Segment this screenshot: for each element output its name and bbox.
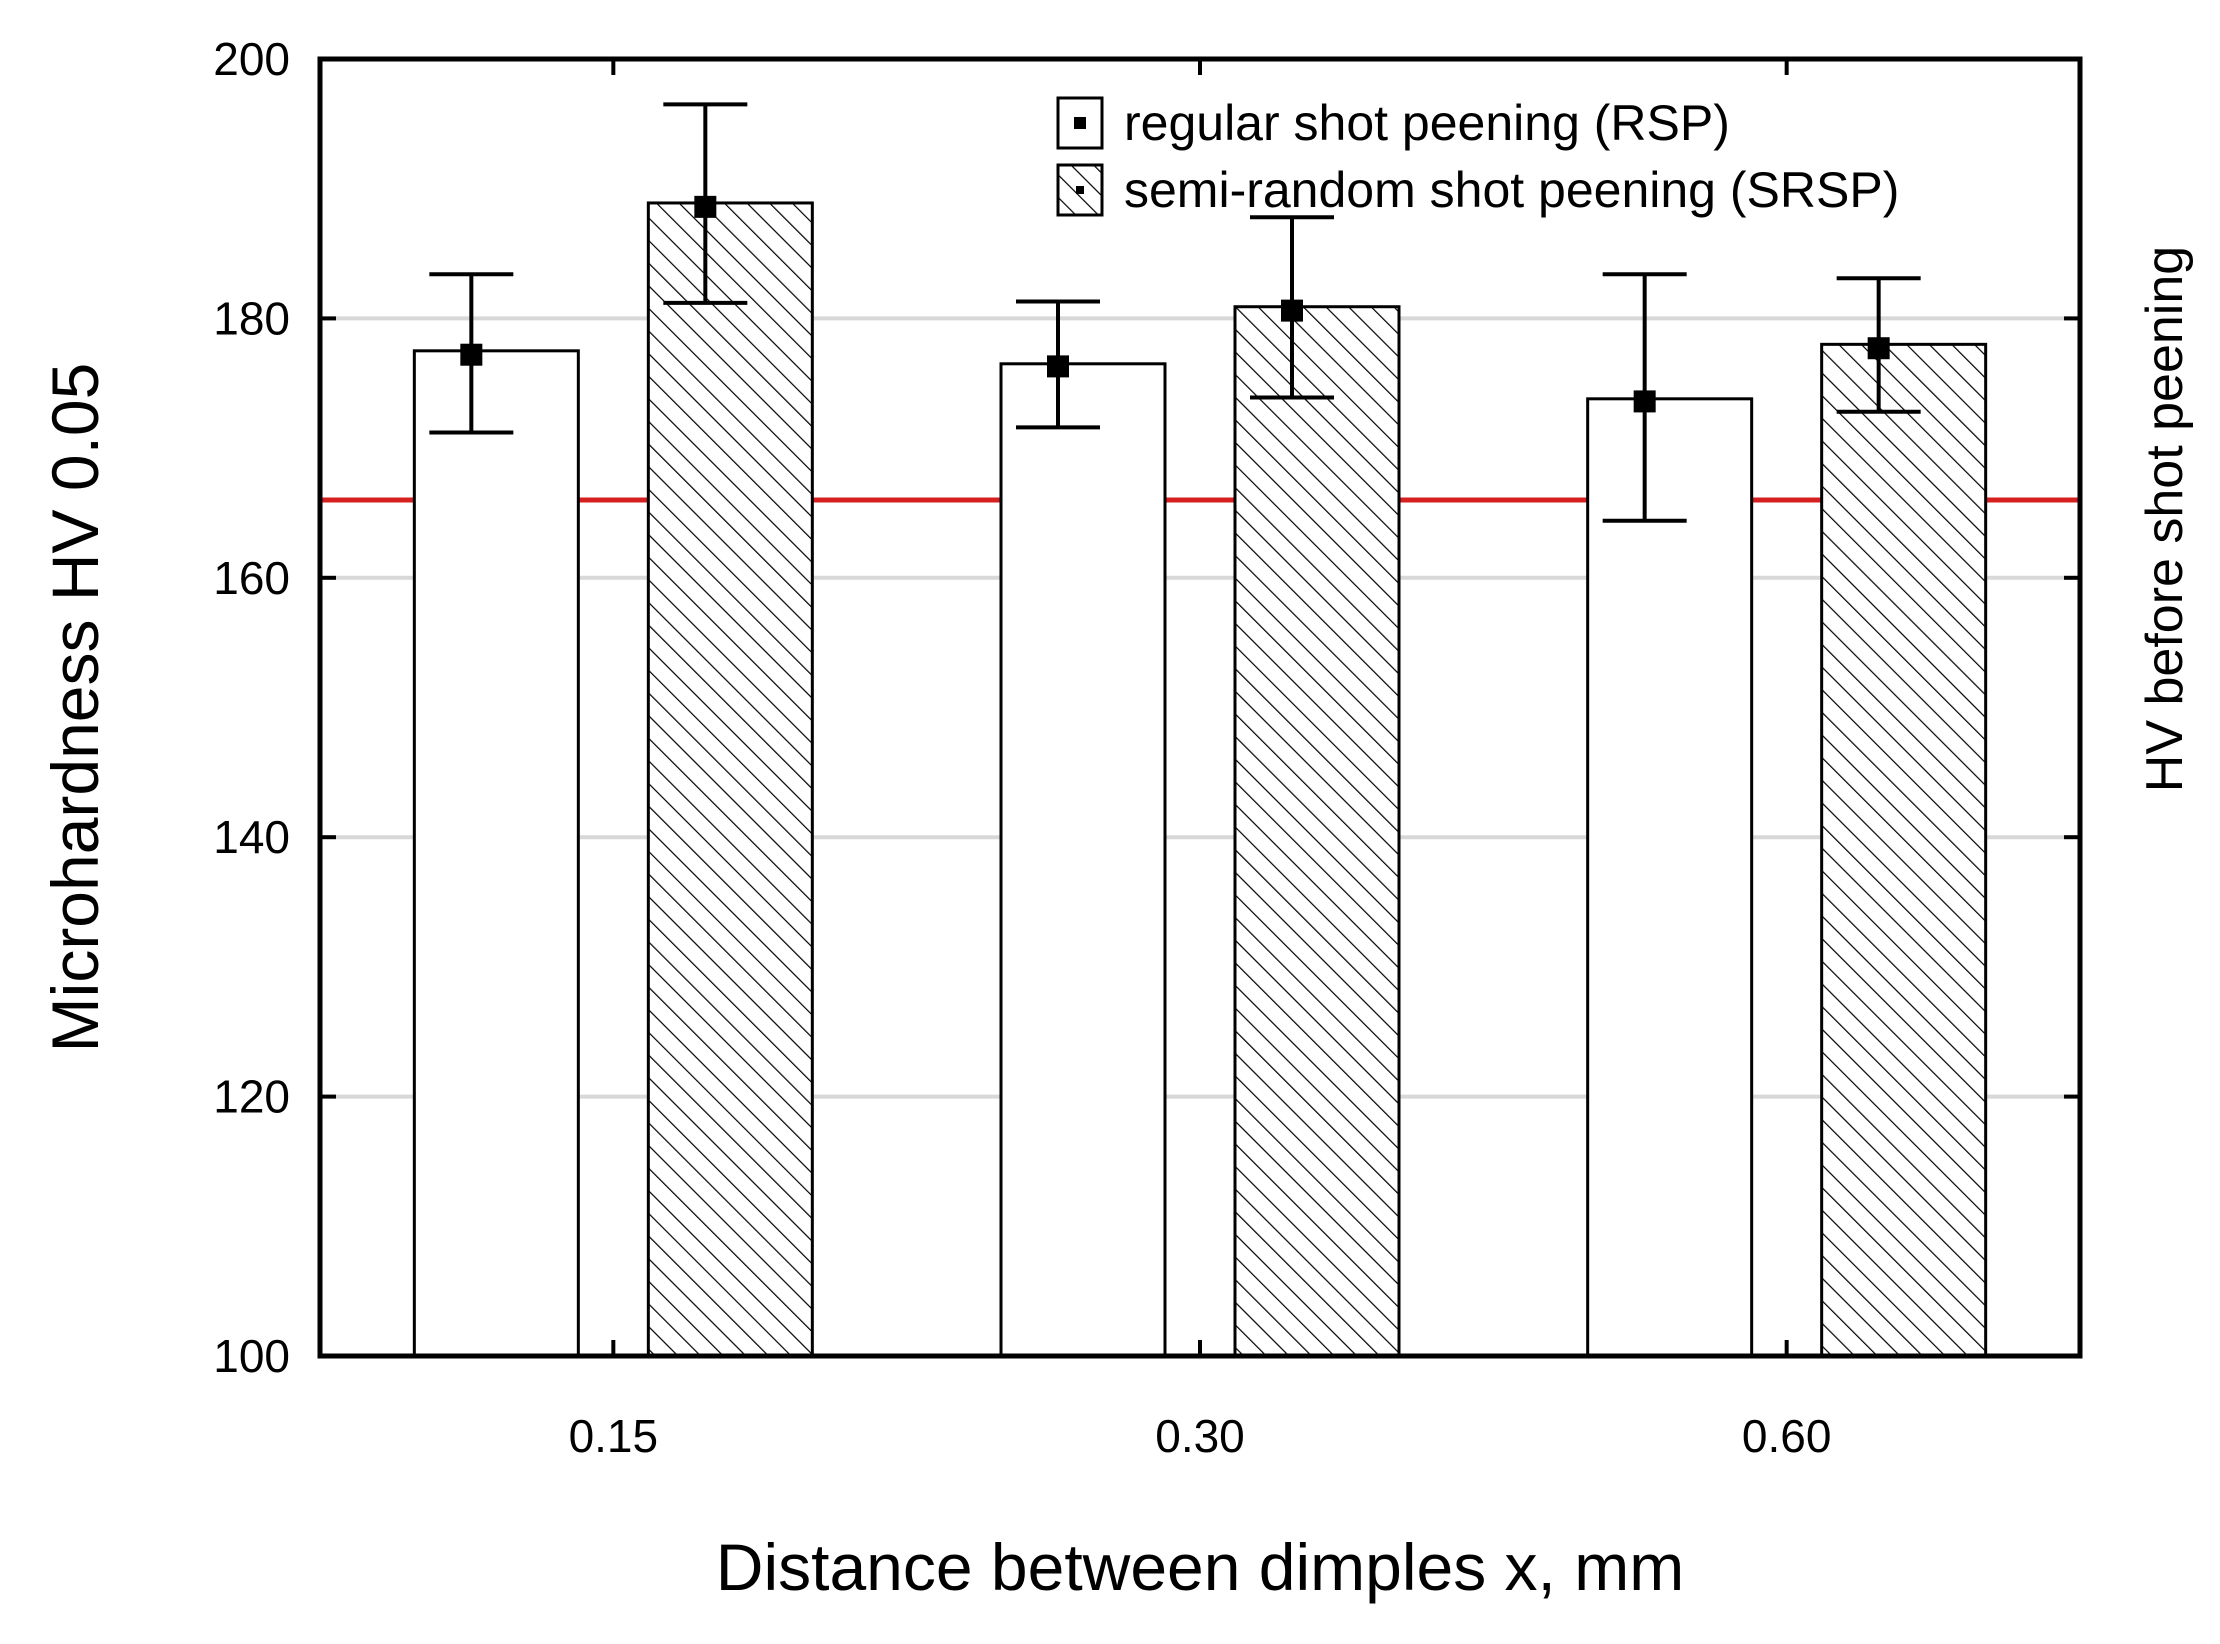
mean-marker-rsp-0.15 — [460, 343, 483, 366]
legend-label-srsp: semi-random shot peening (SRSP) — [1124, 162, 1899, 218]
right-axis-title: HV before shot peening — [2136, 246, 2194, 792]
bar-srsp-0.60 — [1820, 342, 1988, 1358]
bars — [412, 201, 1988, 1358]
legend-marker-srsp — [1076, 186, 1084, 194]
bar-rsp-0.15 — [412, 349, 580, 1358]
bar-rsp-0.30 — [999, 362, 1167, 1358]
mean-marker-srsp-0.15 — [694, 195, 717, 218]
mean-marker-rsp-0.60 — [1633, 390, 1656, 413]
mean-marker-srsp-0.60 — [1867, 337, 1890, 360]
bar-rsp-0.60 — [1586, 397, 1754, 1358]
x-tick-label-0.30: 0.30 — [1155, 1410, 1245, 1462]
bar-srsp-0.30 — [1233, 305, 1401, 1358]
x-tick-label-0.15: 0.15 — [569, 1410, 659, 1462]
tick-labels: 100 120 140 160 180 200 0.15 0.30 0.60 — [213, 33, 1831, 1462]
error-bars — [429, 102, 1921, 523]
y-tick-label-200: 200 — [213, 33, 290, 85]
x-axis-title: Distance between dimples x, mm — [716, 1530, 1684, 1604]
y-tick-label-140: 140 — [213, 811, 290, 863]
y-tick-label-120: 120 — [213, 1071, 290, 1123]
plot-frame — [317, 56, 2083, 1359]
axis-ticks — [320, 57, 2080, 1358]
mean-marker-rsp-0.30 — [1047, 355, 1069, 378]
y-tick-label-100: 100 — [213, 1330, 290, 1382]
y-axis-title: Microhardness HV 0.05 — [38, 363, 112, 1053]
legend-label-rsp: regular shot peening (RSP) — [1124, 95, 1730, 151]
grid-lines — [320, 316, 2080, 1099]
mean-marker-srsp-0.30 — [1281, 299, 1303, 322]
x-tick-label-0.60: 0.60 — [1742, 1410, 1832, 1462]
y-tick-label-160: 160 — [213, 552, 290, 604]
y-tick-label-180: 180 — [213, 292, 290, 344]
legend-marker-rsp — [1074, 117, 1086, 129]
legend: regular shot peening (RSP) semi-random s… — [1056, 95, 1899, 218]
bar-srsp-0.15 — [646, 201, 814, 1358]
